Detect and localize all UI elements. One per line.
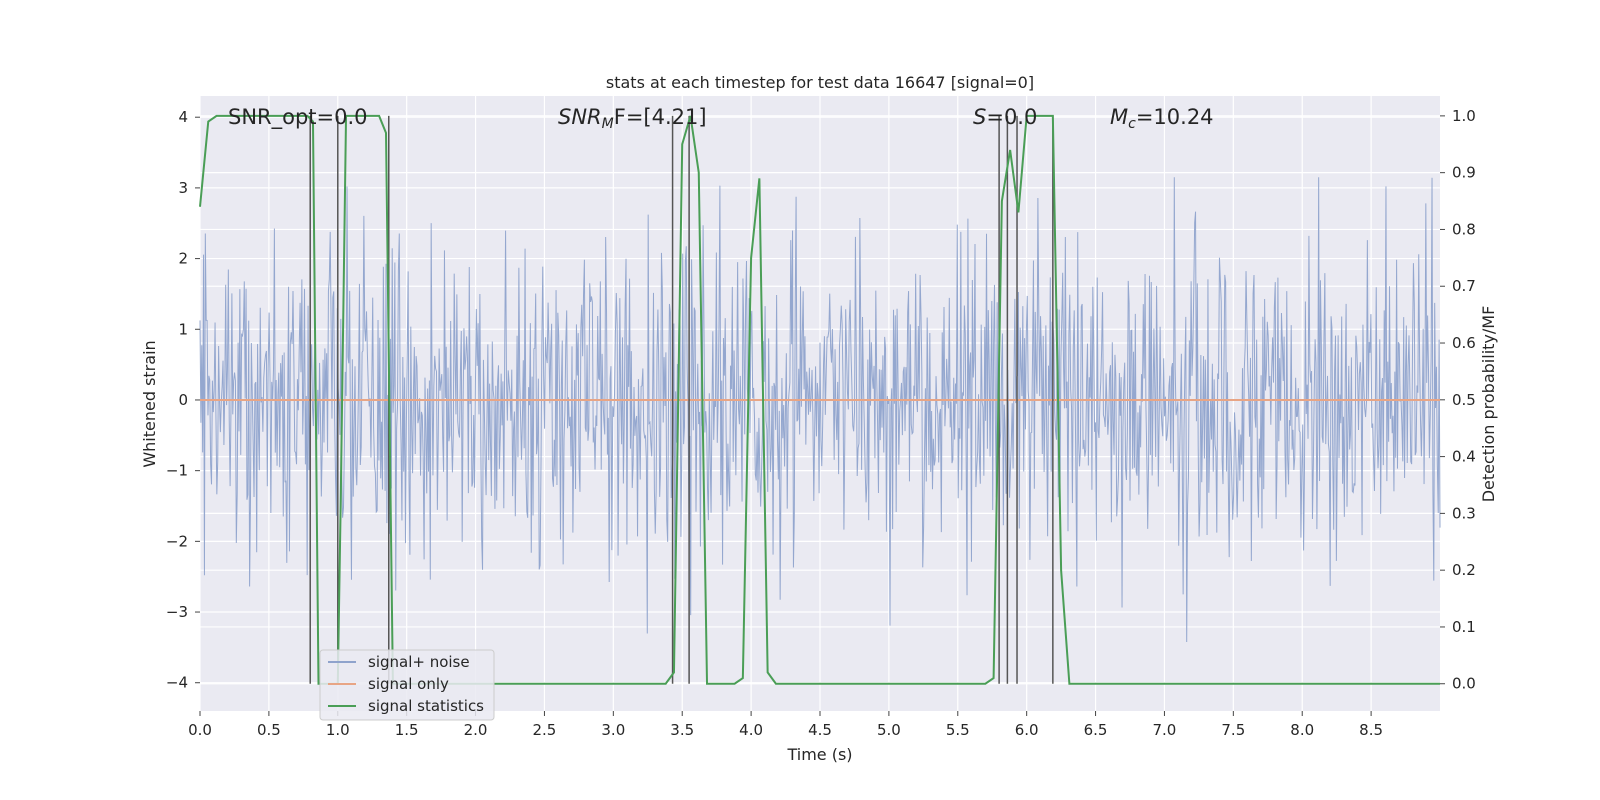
y-right-tick-label: 0.2 [1452, 561, 1476, 579]
x-tick-label: 3.0 [601, 721, 625, 739]
x-tick-label: 3.5 [670, 721, 694, 739]
y-right-tick-label: 0.7 [1452, 277, 1476, 295]
annotation-mc: Mc=10.24 [1110, 105, 1214, 132]
statistics-series [199, 114, 1440, 685]
annotation-s-main: S [973, 105, 986, 129]
x-tick-label: 4.5 [808, 721, 832, 739]
chart-title: stats at each timestep for test data 166… [606, 73, 1034, 92]
annotation-snr-mf-rest: F=[4.21] [614, 105, 707, 129]
x-tick-label: 6.5 [1084, 721, 1108, 739]
x-tick-label: 2.5 [533, 721, 557, 739]
annotation-mc-rest: =10.24 [1136, 105, 1214, 129]
legend-label-noise: signal+ noise [368, 653, 470, 671]
y-left-tick-label: 4 [178, 108, 188, 126]
x-tick-label: 4.0 [739, 721, 763, 739]
y-left-tick-label: 2 [178, 250, 188, 268]
vertical-markers [309, 115, 1054, 684]
annotation-mc-sub: c [1128, 116, 1136, 132]
y-axis-right-label: Detection probability/MF [1479, 306, 1498, 503]
x-tick-label: 8.0 [1290, 721, 1314, 739]
x-tick-label: 5.0 [877, 721, 901, 739]
y-left-tick-label: 0 [178, 391, 188, 409]
y-right-tick-label: 0.6 [1452, 334, 1476, 352]
y-left-tick-label: −1 [166, 462, 188, 480]
x-tick-label: 6.0 [1015, 721, 1039, 739]
y-axis-left-label: Whitened strain [140, 340, 159, 467]
x-axis-label: Time (s) [786, 745, 852, 764]
y-right-tick-label: 0.9 [1452, 164, 1476, 182]
y-right-tick-label: 0.3 [1452, 504, 1476, 522]
annotation-snr-mf-sub: M [602, 116, 614, 132]
legend-box [319, 649, 495, 721]
x-tick-label: 0.5 [257, 721, 281, 739]
y-right-tick-label: 0.4 [1452, 448, 1476, 466]
annotation-snr-opt: SNR_opt=0.0 [228, 105, 368, 130]
statistics-line [199, 114, 1440, 685]
y-left-tick-label: −2 [166, 532, 188, 550]
legend-label-stats: signal statistics [368, 697, 484, 715]
annotation-snr-mf: SNRMF=[4.21] [558, 105, 707, 132]
legend-label-signal: signal only [368, 675, 449, 693]
x-tick-label: 0.0 [188, 721, 212, 739]
y-right-tick-label: 0.5 [1452, 391, 1476, 409]
legend: signal+ noise signal only signal statist… [319, 649, 495, 721]
annotation-mc-main: M [1110, 105, 1128, 129]
y-right-tick-label: 0.1 [1452, 618, 1476, 636]
x-tick-label: 1.0 [326, 721, 350, 739]
x-tick-label: 5.5 [946, 721, 970, 739]
annotation-s-rest: =0.0 [986, 105, 1037, 129]
ticks: 0.0 0.5 1.0 1.5 2.0 2.5 3.0 3.5 4.0 4.5 5.0 5.5 6.0 6… [166, 107, 1476, 739]
y-right-tick-label: 0.0 [1452, 675, 1476, 693]
y-left-tick-label: 3 [178, 179, 188, 197]
y-right-tick-label: 0.8 [1452, 220, 1476, 238]
annotation-s: S=0.0 [973, 105, 1037, 129]
annotation-snr-mf-main: SNR [558, 105, 602, 129]
x-tick-label: 7.5 [1221, 721, 1245, 739]
y-left-tick-label: 1 [178, 320, 188, 338]
y-left-tick-label: −3 [166, 603, 188, 621]
y-right-tick-label: 1.0 [1452, 107, 1476, 125]
x-tick-label: 7.0 [1153, 721, 1177, 739]
y-left-tick-label: −4 [166, 674, 188, 692]
x-tick-label: 2.0 [464, 721, 488, 739]
x-tick-label: 8.5 [1359, 721, 1383, 739]
x-tick-label: 1.5 [395, 721, 419, 739]
